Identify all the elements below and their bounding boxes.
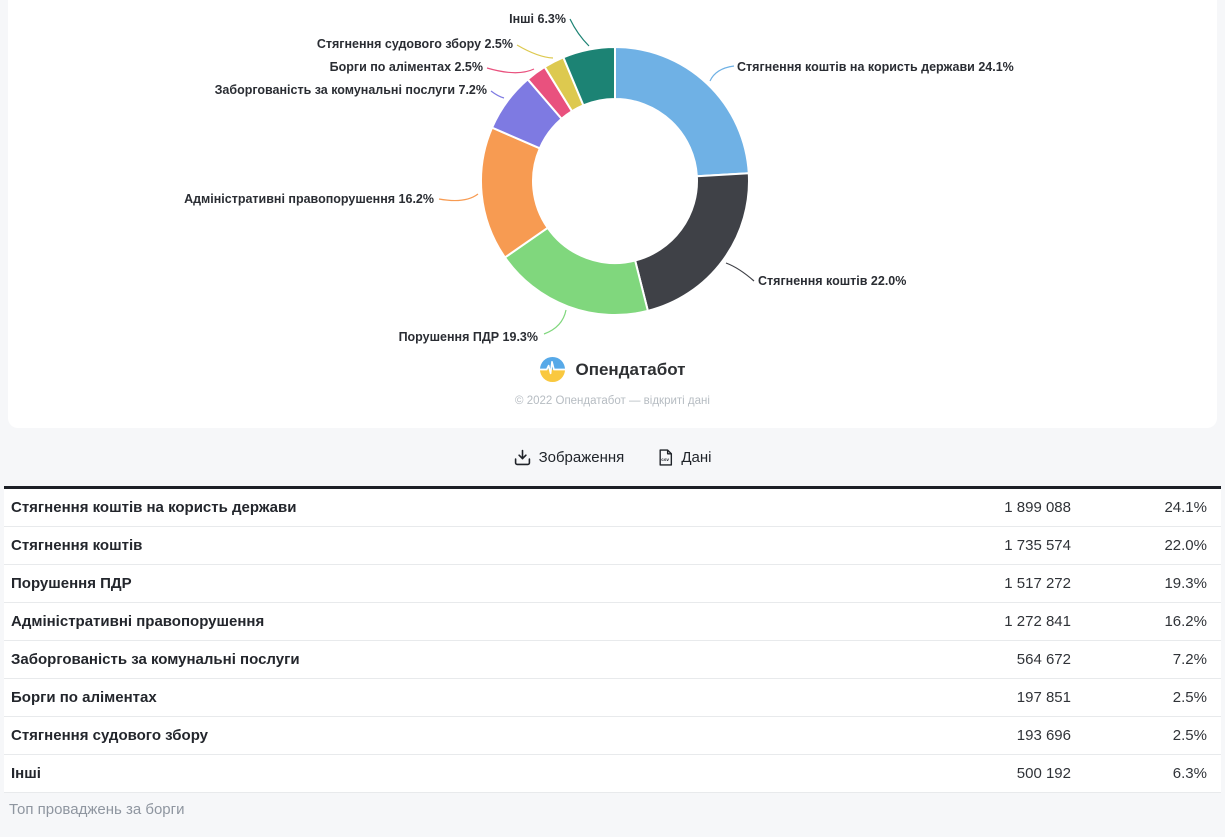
row-percent: 7.2% xyxy=(1172,651,1207,668)
row-label: Адміністративні правопорушення xyxy=(11,613,265,630)
donut-slice[interactable] xyxy=(562,46,616,107)
svg-text:csv: csv xyxy=(662,457,670,462)
slice-label: Стягнення коштів 22.0% xyxy=(758,274,906,288)
row-percent: 22.0% xyxy=(1164,537,1207,554)
row-value: 564 672 xyxy=(1016,651,1071,668)
download-image-button[interactable]: Зображення xyxy=(514,448,625,466)
slice-label: Адміністративні правопорушення 16.2% xyxy=(184,192,434,206)
slice-label: Порушення ПДР 19.3% xyxy=(399,330,538,344)
table-row: Інші 500 192 6.3% xyxy=(4,755,1221,793)
row-label: Заборгованість за комунальні послуги xyxy=(11,651,300,668)
label-leader-line xyxy=(490,90,505,99)
label-leader-line xyxy=(709,65,735,82)
download-data-button[interactable]: csv Дані xyxy=(658,449,711,466)
download-icon xyxy=(514,449,530,465)
download-image-label: Зображення xyxy=(538,448,625,466)
donut-slice[interactable] xyxy=(614,46,750,178)
row-value: 1 517 272 xyxy=(1004,575,1071,592)
csv-file-icon: csv xyxy=(659,448,673,466)
opendatabot-logo-icon xyxy=(540,356,566,383)
table-row: Стягнення коштів 1 735 574 22.0% xyxy=(4,527,1221,565)
chart-caption-text: Топ проваджень за борги xyxy=(9,801,185,818)
download-data-label: Дані xyxy=(681,448,712,466)
table-row: Борги по аліментах 197 851 2.5% xyxy=(4,679,1221,717)
row-label: Інші xyxy=(11,765,41,782)
row-percent: 19.3% xyxy=(1164,575,1207,592)
row-value: 197 851 xyxy=(1016,689,1071,706)
slice-label: Заборгованість за комунальні послуги 7.2… xyxy=(215,83,487,97)
label-leader-line xyxy=(486,67,535,74)
chart-card: Стягнення коштів на користь держави 24.1… xyxy=(8,0,1217,428)
row-percent: 6.3% xyxy=(1172,765,1207,782)
row-value: 500 192 xyxy=(1016,765,1071,782)
table-row: Адміністративні правопорушення 1 272 841… xyxy=(4,603,1221,641)
row-label: Стягнення коштів на користь держави xyxy=(11,499,297,516)
slice-label: Інші 6.3% xyxy=(509,12,566,26)
label-leader-line xyxy=(569,18,590,47)
donut-chart: Стягнення коштів на користь держави 24.1… xyxy=(184,12,1014,344)
row-label: Стягнення коштів xyxy=(11,537,143,554)
row-label: Борги по аліментах xyxy=(11,689,157,706)
row-value: 1 735 574 xyxy=(1004,537,1071,554)
label-leader-line xyxy=(725,262,755,282)
chart-caption: Топ проваджень за борги xyxy=(0,793,1225,837)
donut-slice[interactable] xyxy=(634,172,750,312)
slice-label: Стягнення судового збору 2.5% xyxy=(317,37,513,51)
row-value: 193 696 xyxy=(1016,727,1071,744)
opendatabot-logo-text: Опендатабот xyxy=(575,359,686,379)
label-leader-line xyxy=(516,44,554,59)
table-row: Стягнення судового збору 193 696 2.5% xyxy=(4,717,1221,755)
slice-label: Стягнення коштів на користь держави 24.1… xyxy=(737,60,1014,74)
row-percent: 2.5% xyxy=(1172,689,1207,706)
label-leader-line xyxy=(543,309,567,335)
toolbar: Зображення csv Дані xyxy=(0,428,1225,486)
row-percent: 2.5% xyxy=(1172,727,1207,744)
row-percent: 16.2% xyxy=(1164,613,1207,630)
row-label: Стягнення судового збору xyxy=(11,727,208,744)
table-row: Заборгованість за комунальні послуги 564… xyxy=(4,641,1221,679)
row-value: 1 899 088 xyxy=(1004,499,1071,516)
row-percent: 24.1% xyxy=(1164,499,1207,516)
row-label: Порушення ПДР xyxy=(11,575,132,592)
data-table: Стягнення коштів на користь держави 1 89… xyxy=(4,486,1221,793)
copyright-text: © 2022 Опендатабот — відкриті дані xyxy=(515,395,710,407)
table-row: Порушення ПДР 1 517 272 19.3% xyxy=(4,565,1221,603)
table-row: Стягнення коштів на користь держави 1 89… xyxy=(4,489,1221,527)
opendatabot-logo: Опендатабот xyxy=(8,356,1217,383)
row-value: 1 272 841 xyxy=(1004,613,1071,630)
label-leader-line xyxy=(438,193,479,202)
slice-label: Борги по аліментах 2.5% xyxy=(330,60,483,74)
